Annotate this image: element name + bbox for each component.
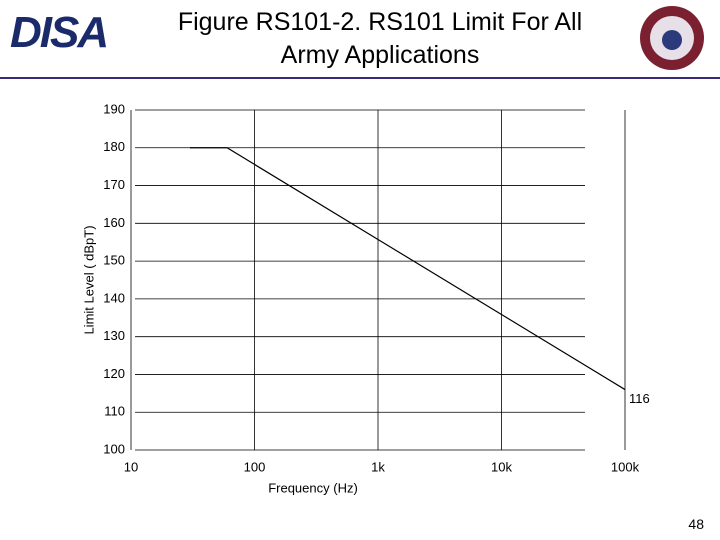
y-tick-label: 150 <box>103 253 125 268</box>
y-axis-label: Limit Level ( dBpT) <box>81 225 96 334</box>
y-tick-label: 140 <box>103 290 125 305</box>
x-tick-label: 100k <box>611 459 640 474</box>
slide-title: Figure RS101-2. RS101 Limit For All Army… <box>177 8 583 69</box>
y-tick-label: 160 <box>103 215 125 230</box>
x-tick-label: 10k <box>491 459 512 474</box>
annotation: 116 <box>629 391 650 406</box>
y-tick-label: 190 <box>103 101 125 116</box>
y-tick-label: 170 <box>103 177 125 192</box>
seal-globe <box>662 30 682 50</box>
logo: DISA <box>10 8 109 57</box>
x-tick-label: 100 <box>244 459 266 474</box>
seal <box>640 6 704 70</box>
header-rule <box>0 77 720 79</box>
page-number: 48 <box>688 516 704 532</box>
y-tick-label: 120 <box>103 366 125 381</box>
y-tick-label: 180 <box>103 139 125 154</box>
y-tick-label: 130 <box>103 328 125 343</box>
y-tick-label: 100 <box>103 441 125 456</box>
y-tick-label: 110 <box>104 404 125 419</box>
x-axis-label: Frequency (Hz) <box>268 480 358 495</box>
chart: 100 110 120 130 140 150 160 170 180 190 10 100 1k 10k… <box>81 101 650 495</box>
data-line <box>189 147 626 391</box>
x-tick-label: 1k <box>371 459 385 474</box>
header: DISA Figure RS101-2. RS101 Limit For All… <box>0 0 720 80</box>
x-tick-label: 10 <box>124 459 138 474</box>
